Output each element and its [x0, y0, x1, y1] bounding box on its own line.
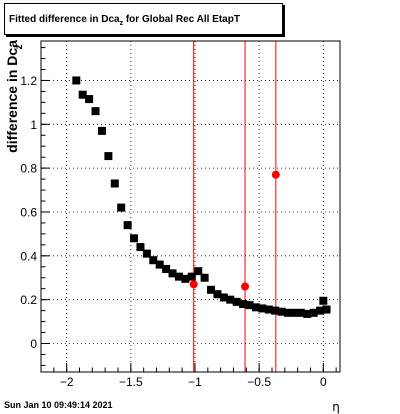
square-data-point — [207, 285, 216, 294]
square-data-point — [174, 272, 183, 281]
circle-data-point — [241, 282, 250, 291]
y-tick-label: 1.2 — [20, 74, 37, 88]
square-data-point — [91, 107, 100, 116]
x-tick-label: 0 — [320, 375, 327, 389]
square-data-point — [296, 308, 305, 317]
y-tick-label: 0.4 — [20, 249, 37, 263]
square-data-point — [155, 260, 164, 269]
square-data-point — [290, 308, 299, 317]
data-points — [72, 76, 331, 318]
square-data-point — [110, 179, 119, 188]
square-data-point — [239, 300, 248, 309]
y-tick-label: 0.6 — [20, 205, 37, 219]
square-data-point — [219, 293, 228, 302]
square-data-point — [258, 304, 267, 313]
square-data-point — [316, 306, 325, 315]
square-data-point — [130, 234, 139, 243]
square-data-point — [277, 307, 286, 316]
x-axis-label: η — [332, 400, 340, 414]
tick-labels: −2 −1.5 −1 −0.5 0 0 0.2 0.4 0.6 0.8 1 1.2 — [20, 74, 327, 389]
y-tick-label: 0.8 — [20, 162, 37, 176]
chart-title-suffix: for Global Rec All EtapT — [123, 14, 240, 25]
x-tick-label: −2 — [60, 375, 74, 389]
y-tick-label: 0 — [30, 337, 37, 351]
y-tick-label: 1 — [30, 118, 37, 132]
plot-frame — [40, 40, 341, 373]
square-data-point — [142, 249, 151, 258]
chart-title: Fitted difference in Dcaz for Global Rec… — [4, 3, 283, 35]
square-data-point — [168, 269, 177, 278]
square-data-point — [104, 152, 113, 161]
square-data-point — [271, 306, 280, 315]
square-data-point — [136, 243, 145, 252]
square-data-point — [181, 274, 190, 283]
square-data-point — [97, 126, 106, 135]
square-data-point — [85, 95, 94, 104]
square-data-point — [162, 264, 171, 273]
square-data-point — [123, 221, 132, 230]
y-tick-label: 0.2 — [20, 293, 37, 307]
square-data-point — [284, 308, 293, 317]
x-tick-label: −1 — [188, 375, 202, 389]
chart-title-prefix: Fitted difference in Dca — [9, 14, 120, 25]
circle-data-point — [189, 280, 198, 289]
square-data-point — [226, 295, 235, 304]
square-data-point — [251, 303, 260, 312]
square-data-point — [78, 90, 87, 99]
square-data-point — [322, 305, 331, 314]
square-data-point — [72, 76, 81, 85]
x-tick-label: −0.5 — [247, 375, 271, 389]
y-axis-label: difference in Dca — [4, 40, 20, 153]
square-data-point — [319, 296, 328, 305]
square-data-point — [200, 273, 209, 282]
square-data-point — [309, 308, 318, 317]
marker-lines — [193, 41, 277, 372]
square-data-point — [194, 267, 203, 276]
square-data-point — [213, 290, 222, 299]
circle-data-point — [271, 170, 280, 179]
square-data-point — [187, 272, 196, 281]
x-tick-label: −1.5 — [119, 375, 143, 389]
square-data-point — [149, 256, 158, 265]
chart-title-subscript: z — [119, 20, 124, 27]
square-data-point — [232, 297, 241, 306]
y-axis-label-subscript: z — [14, 45, 25, 50]
square-data-point — [245, 301, 254, 310]
timestamp: Sun Jan 10 09:49:14 2021 — [4, 400, 113, 410]
square-data-point — [117, 203, 126, 212]
grid-lines — [41, 41, 340, 372]
square-data-point — [303, 309, 312, 318]
axis-ticks — [40, 47, 337, 372]
square-data-point — [264, 305, 273, 314]
